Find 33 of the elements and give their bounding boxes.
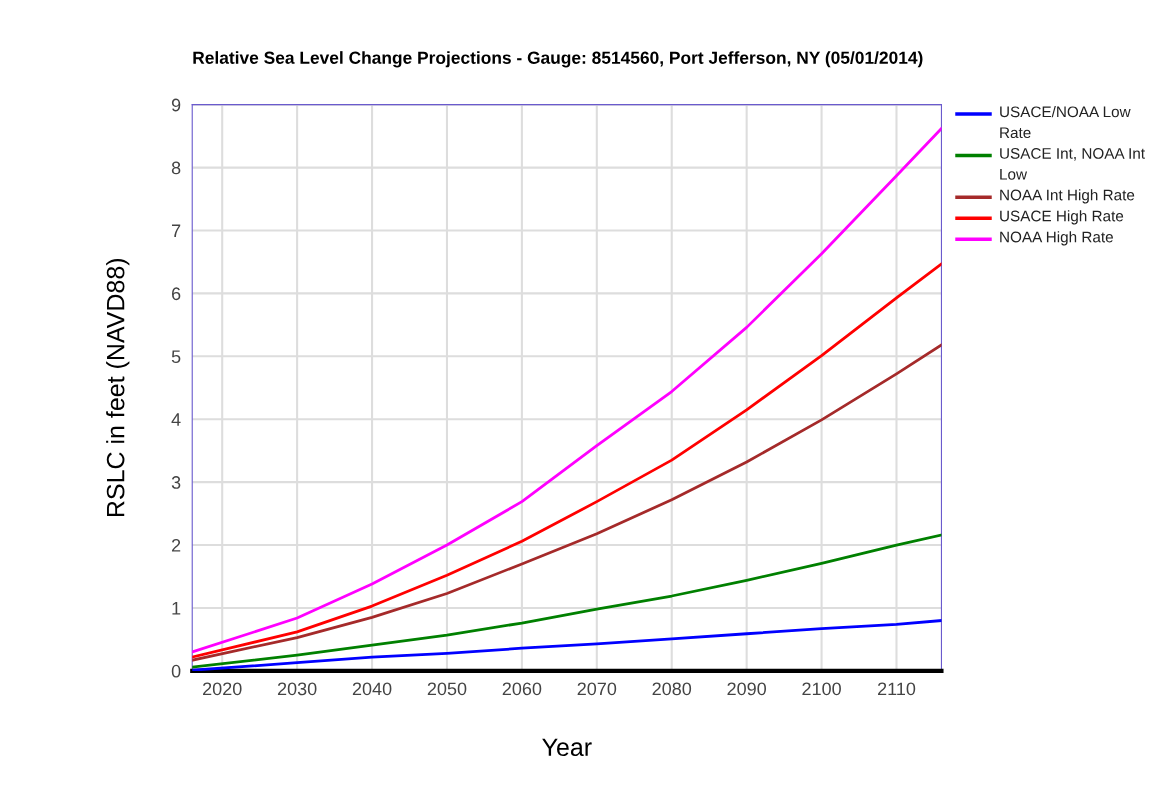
line-series [192, 127, 942, 654]
x-tick-label: 2070 [577, 682, 617, 696]
y-tick-label: 7 [172, 224, 181, 238]
x-tick-label: 2080 [652, 682, 692, 696]
y-tick-label: 0 [171, 664, 181, 678]
x-axis-title: Year [542, 738, 592, 757]
line-series [192, 343, 942, 662]
x-tick-label: 2050 [427, 682, 467, 696]
legend-label: USACE Int, NOAA Int Low [1000, 148, 1145, 180]
x-tick-label: 2100 [802, 682, 841, 696]
legend-label: NOAA High Rate [1000, 231, 1113, 246]
x-tick-label: 2040 [352, 682, 392, 696]
y-tick-label: 8 [171, 161, 181, 175]
y-tick-label: 4 [171, 413, 181, 426]
y-tick-label: 6 [171, 287, 181, 301]
y-tick-label: 3 [171, 476, 181, 489]
x-tick-label: 2030 [277, 682, 317, 696]
y-tick-label: 9 [171, 98, 181, 112]
legend-label: NOAA Int High Rate [1000, 189, 1135, 204]
y-tick-label: 5 [171, 350, 181, 364]
chart-title: Relative Sea Level Change Projections - Gauge: 8514560, Port Jefferson, NY (05/01/2014) [193, 51, 923, 68]
line-series [192, 533, 942, 669]
x-tick-label: 2020 [203, 682, 242, 696]
y-tick-label: 2 [171, 538, 181, 552]
x-tick-label: 2090 [727, 682, 767, 696]
y-axis-title: RSLC in feet (NAVD88) [106, 258, 130, 517]
line-series [192, 619, 942, 671]
legend-label: USACE High Rate [1000, 210, 1124, 225]
line-series [192, 262, 942, 659]
x-tick-label: 2060 [502, 682, 542, 696]
x-tick-label: 2110 [877, 682, 916, 696]
legend-label: USACE/NOAA Low Rate [1000, 106, 1131, 139]
y-tick-label: 1 [172, 602, 181, 615]
